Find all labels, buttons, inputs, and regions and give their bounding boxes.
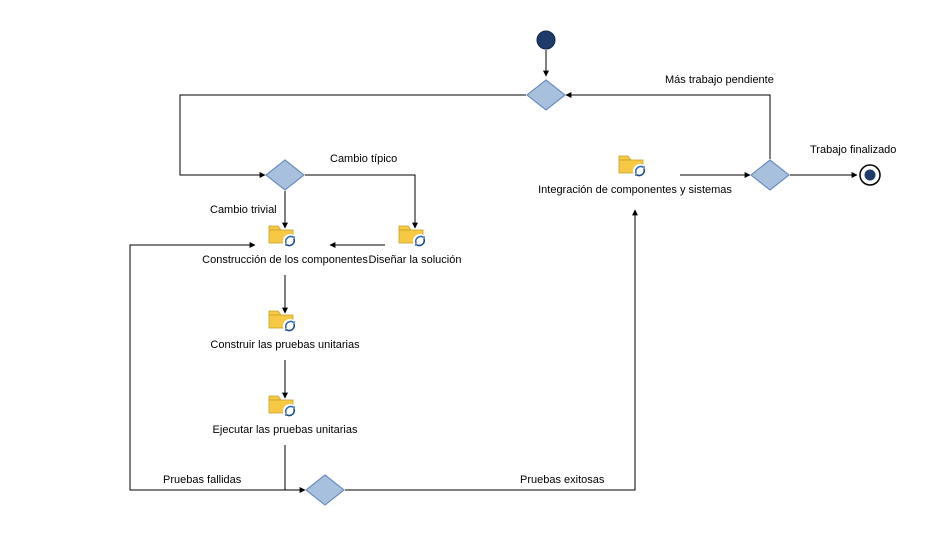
edge-d_tests-t_build (130, 245, 305, 490)
diamond-d_left (266, 160, 304, 190)
end-node-dot (865, 170, 876, 181)
edge-d_right-d_top (566, 95, 770, 159)
diamond-d_top (527, 80, 565, 110)
start-node (537, 31, 555, 49)
task-t_integ: Integración de componentes y sistemas (538, 156, 732, 196)
diamond-d_right (751, 160, 789, 190)
task-label-t_runtests: Ejecutar las pruebas unitarias (213, 424, 358, 436)
task-t_runtests: Ejecutar las pruebas unitarias (213, 396, 358, 436)
edge-label-d_right-end: Trabajo finalizado (810, 144, 896, 156)
edge-label-d_tests-t_integ: Pruebas exitosas (520, 474, 605, 486)
edge-label-d_tests-t_build: Pruebas fallidas (163, 474, 242, 486)
task-label-t_design: Diseñar la solución (369, 254, 462, 266)
edge-label-d_right-d_top: Más trabajo pendiente (665, 74, 774, 86)
task-label-t_build: Construcción de los componentes (202, 254, 368, 266)
diamond-d_tests (306, 475, 344, 505)
edge-d_tests-t_integ (345, 210, 635, 490)
edge-d_left-t_design (305, 175, 415, 228)
edge-t_runtests-d_tests (285, 445, 305, 490)
task-t_design: Diseñar la solución (369, 226, 462, 266)
task-t_buildtests: Construir las pruebas unitarias (210, 311, 360, 351)
task-label-t_buildtests: Construir las pruebas unitarias (210, 339, 360, 351)
task-label-t_integ: Integración de componentes y sistemas (538, 184, 732, 196)
edge-label-d_left-t_build: Cambio trivial (210, 204, 277, 216)
task-t_build: Construcción de los componentes (202, 226, 368, 266)
edge-label-d_left-t_design: Cambio típico (330, 153, 397, 165)
